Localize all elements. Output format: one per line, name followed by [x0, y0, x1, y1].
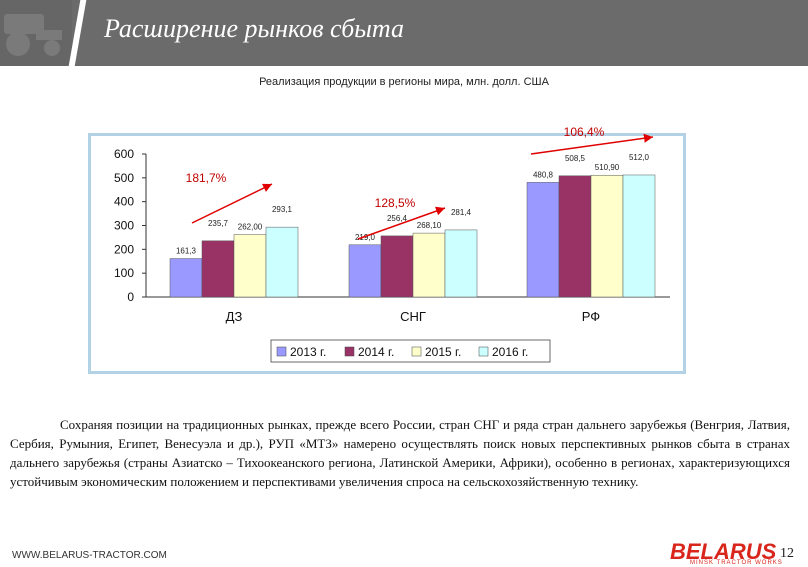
legend-label: 2016 г. [492, 345, 528, 359]
category-label: СНГ [400, 309, 426, 324]
y-tick-label: 300 [114, 219, 134, 233]
y-tick-label: 500 [114, 171, 134, 185]
growth-label: 128,5% [375, 196, 416, 210]
chart-title: Реализация продукции в регионы мира, млн… [259, 76, 549, 88]
data-label: 510,90 [595, 163, 620, 172]
bar [526, 182, 560, 298]
chart-frame [88, 133, 686, 374]
bar [444, 229, 478, 298]
bar-chart: 0 100 200 300 400 500 600 161,3 235,7 262,00 293,… [88, 125, 686, 374]
y-tick-label: 600 [114, 147, 134, 161]
data-label: 219,0 [355, 233, 376, 242]
y-tick-label: 400 [114, 195, 134, 209]
tractor-logo-icon [0, 0, 72, 66]
bar [348, 244, 382, 298]
legend-label: 2014 г. [358, 345, 394, 359]
footer-url[interactable]: WWW.BELARUS-TRACTOR.COM [12, 550, 167, 561]
bar [169, 258, 203, 298]
data-label: 480,8 [533, 170, 554, 179]
legend-swatch [276, 346, 287, 357]
data-label: 512,0 [629, 153, 650, 162]
data-label: 256,4 [387, 214, 408, 223]
bar [590, 174, 624, 298]
brand-subtitle: MINSK TRACTOR WORKS [690, 560, 783, 566]
header-bar: Расширение рынков сбыта [0, 0, 808, 72]
data-label: 161,3 [176, 247, 197, 256]
growth-label: 106,4% [564, 125, 605, 139]
legend-swatch [344, 346, 355, 357]
y-tick-label: 100 [114, 266, 134, 280]
legend-label: 2015 г. [425, 345, 461, 359]
y-tick-label: 0 [127, 290, 134, 304]
growth-arrow-icon [191, 183, 273, 224]
bar [380, 235, 414, 298]
legend-label: 2013 г. [290, 345, 326, 359]
growth-label: 181,7% [186, 171, 227, 185]
data-label: 268,10 [417, 221, 442, 230]
bar [558, 175, 592, 298]
data-label: 293,1 [272, 205, 293, 214]
category-label: РФ [582, 309, 601, 324]
data-label: 508,5 [565, 154, 586, 163]
bar [265, 226, 299, 298]
bar [412, 232, 446, 298]
data-label: 262,00 [238, 223, 263, 232]
body-paragraph: Сохраняя позиции на традиционных рынках,… [10, 417, 790, 489]
data-label: 281,4 [451, 208, 472, 217]
legend-swatch [478, 346, 489, 357]
page-number: 12 [780, 546, 794, 561]
category-label: ДЗ [226, 309, 243, 324]
y-tick-label: 200 [114, 242, 134, 256]
growth-arrow-icon [530, 133, 654, 155]
bar [622, 174, 656, 298]
growth-arrow-icon [357, 206, 446, 240]
bar [233, 234, 267, 298]
legend-swatch [411, 346, 422, 357]
bar [201, 240, 235, 298]
legend-box [270, 339, 551, 363]
brand-logo: BELARUS [670, 539, 777, 564]
data-label: 235,7 [208, 219, 229, 228]
page-title: Расширение рынков сбыта [104, 14, 404, 43]
